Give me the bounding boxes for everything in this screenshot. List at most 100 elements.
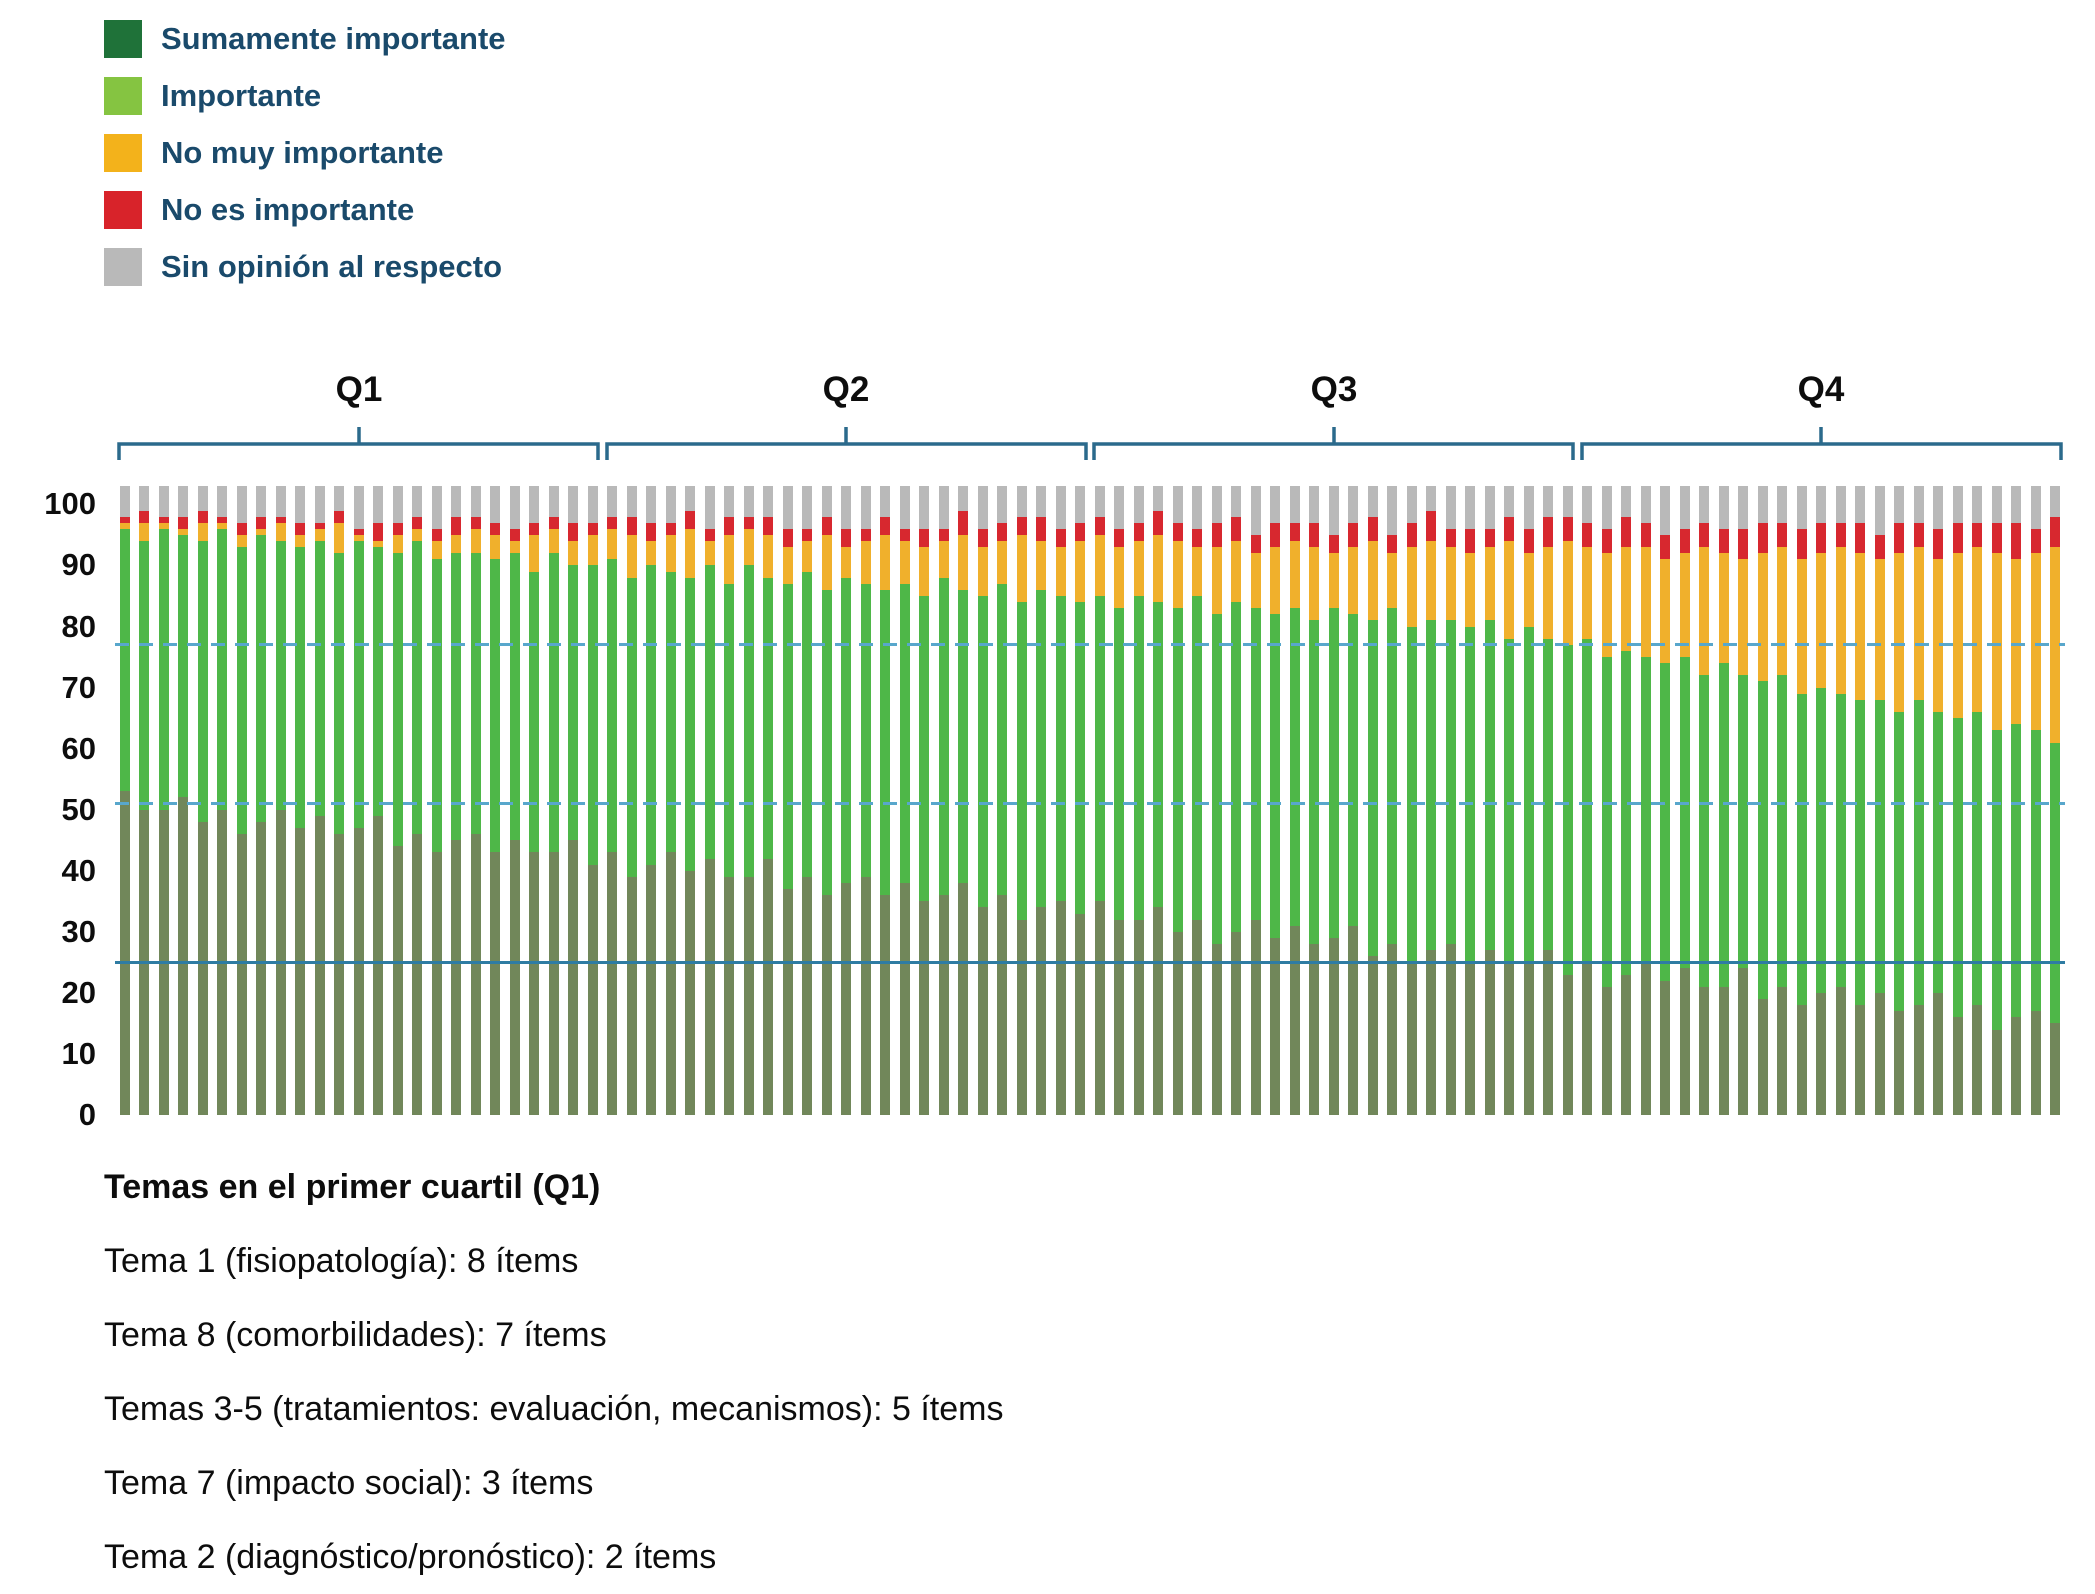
bar-segment [1094, 516, 1105, 535]
bar-segment [938, 541, 949, 578]
bar-segment [373, 541, 384, 548]
bar-segment [1543, 950, 1554, 1115]
bar-segment [685, 486, 696, 511]
bar-segment [919, 547, 930, 597]
bar-segment [178, 797, 189, 1115]
bar-segment [1445, 486, 1456, 529]
bar-segment [1465, 553, 1476, 627]
bar-segment [1621, 974, 1632, 1115]
bar-segment [1913, 522, 1924, 548]
stacked-bar [782, 486, 793, 1115]
bar-segment [1640, 486, 1651, 523]
bar-segment [1328, 553, 1339, 609]
bar-segment [1036, 516, 1047, 542]
bar-segment [646, 864, 657, 1115]
bar-segment [392, 534, 403, 554]
bar-segment [821, 534, 832, 590]
stacked-bar [451, 486, 462, 1115]
bar-segment [1601, 657, 1612, 987]
legend-swatch-sin-opinion [104, 248, 142, 286]
bar-segment [958, 486, 969, 511]
bar-segment [1270, 614, 1281, 938]
bar-segment [1153, 602, 1164, 908]
bar-segment [1367, 620, 1378, 957]
bar-segment [412, 516, 423, 529]
bar-segment [626, 534, 637, 578]
stacked-bar [1426, 486, 1437, 1115]
bar-segment [1582, 638, 1593, 963]
bar-segment [548, 852, 559, 1115]
bar-segment [1640, 657, 1651, 963]
bar-segment [977, 907, 988, 1115]
bar-segment [1660, 559, 1671, 664]
bar-segment [314, 522, 325, 529]
stacked-bar [256, 486, 267, 1115]
bar-segment [1504, 486, 1515, 517]
bar-segment [1309, 620, 1320, 945]
stacked-bar [646, 486, 657, 1115]
bar-segment [860, 541, 871, 584]
bar-segment [275, 486, 286, 517]
legend-label: Sumamente importante [161, 21, 506, 56]
bar-segment [880, 486, 891, 517]
bar-segment [1972, 522, 1983, 548]
bar-segment [490, 559, 501, 853]
bar-segment [1016, 602, 1027, 920]
bar-segment [743, 528, 754, 566]
bar-segment [1445, 620, 1456, 945]
bar-segment [1699, 675, 1710, 987]
bar-segment [938, 528, 949, 542]
bar-segment [2011, 1017, 2022, 1115]
bar-segment [1601, 986, 1612, 1115]
bar-segment [1484, 950, 1495, 1115]
bar-segment [1816, 486, 1827, 523]
stacked-bar [431, 486, 442, 1115]
bar-segment [1231, 541, 1242, 603]
bar-segment [1465, 626, 1476, 963]
stacked-bar [1133, 486, 1144, 1115]
bar-segment [1718, 986, 1729, 1115]
bar-segment [1738, 968, 1749, 1115]
bar-segment [353, 534, 364, 542]
bar-segment [1445, 528, 1456, 548]
bar-segment [1036, 907, 1047, 1115]
bar-segment [256, 528, 267, 535]
stacked-bar [1777, 486, 1788, 1115]
bar-segment [646, 522, 657, 542]
bar-segment [1504, 541, 1515, 639]
bar-segment [1465, 528, 1476, 554]
bar-segment [1192, 486, 1203, 529]
stacked-bar [1406, 486, 1417, 1115]
bar-segment [958, 510, 969, 535]
bar-segment [509, 528, 520, 542]
bar-segment [1913, 699, 1924, 1006]
bar-segment [1523, 962, 1534, 1115]
bar-segment [607, 852, 618, 1115]
bar-segment [1484, 620, 1495, 951]
bar-segment [509, 541, 520, 554]
bar-segment [548, 553, 559, 853]
stacked-bar [1036, 486, 1047, 1115]
bar-segment [1309, 944, 1320, 1115]
stacked-bar [548, 486, 559, 1115]
bar-segment [1543, 516, 1554, 548]
quartile-label-q2: Q2 [822, 370, 870, 409]
bar-segment [1250, 486, 1261, 535]
bar-segment [997, 486, 1008, 523]
bar-segment [763, 534, 774, 578]
bar-segment [236, 547, 247, 835]
bar-segment [314, 528, 325, 542]
stacked-bar [1796, 486, 1807, 1115]
bar-segment [1270, 937, 1281, 1115]
bar-segment [1075, 486, 1086, 523]
bar-segment [724, 534, 735, 584]
bar-segment [529, 534, 540, 572]
bar-segment [470, 516, 481, 529]
bar-segment [1309, 486, 1320, 523]
bar-segment [217, 528, 228, 810]
bar-segment [665, 852, 676, 1115]
bar-segment [139, 541, 150, 810]
bar-segment [1348, 522, 1359, 548]
bar-segment [1738, 559, 1749, 676]
stacked-bar [977, 486, 988, 1115]
